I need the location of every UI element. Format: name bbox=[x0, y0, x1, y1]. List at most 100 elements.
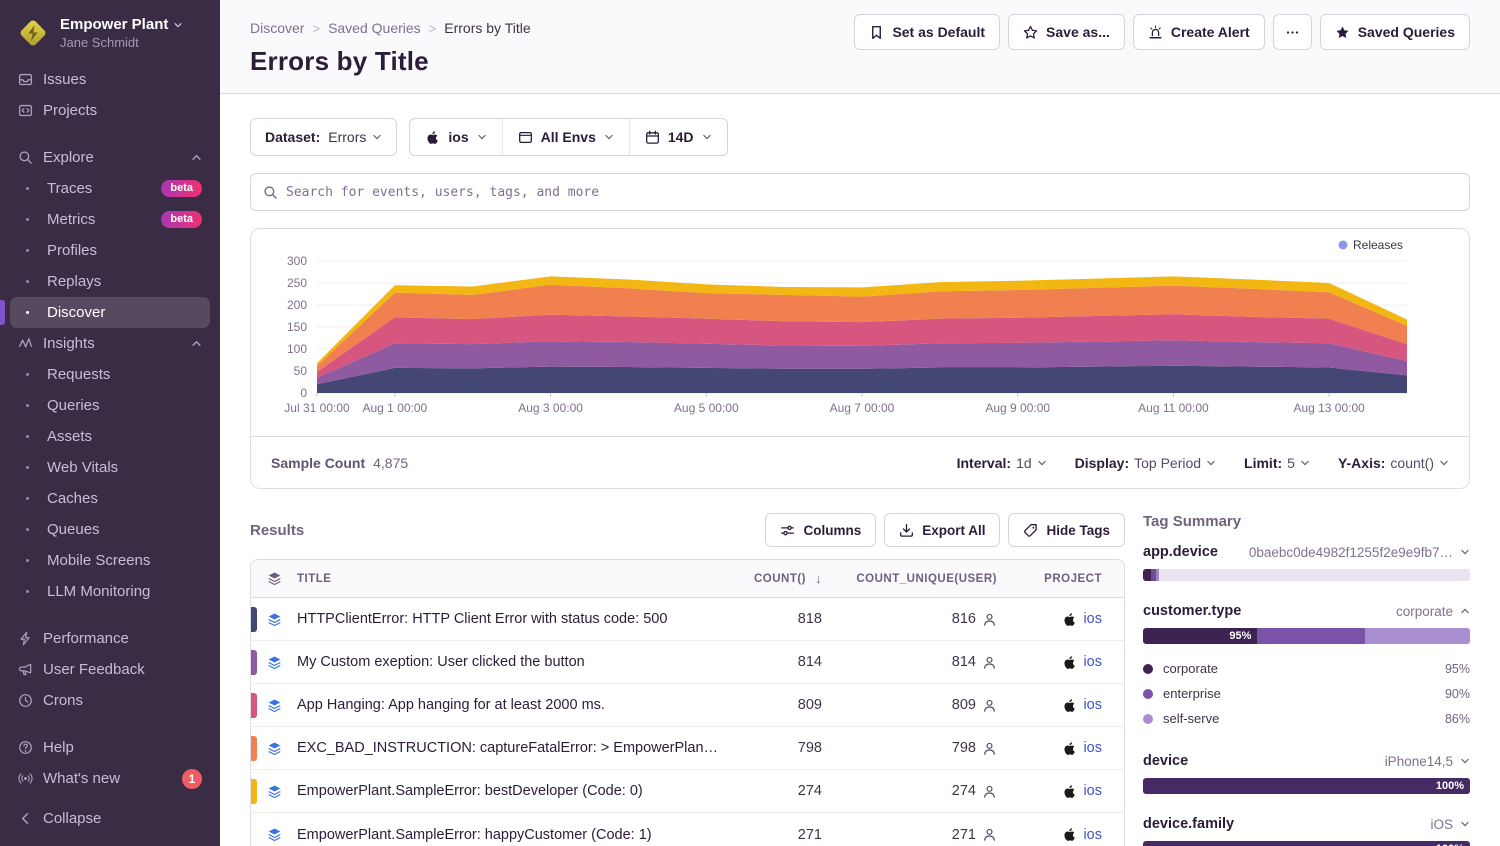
ellipsis-icon bbox=[1285, 25, 1300, 40]
col-count[interactable]: COUNT() ↓ bbox=[753, 571, 822, 586]
svg-text:100: 100 bbox=[287, 342, 307, 356]
sidebar-item-mobile-screens[interactable]: Mobile Screens bbox=[10, 545, 210, 576]
sidebar-item-traces[interactable]: Traces beta bbox=[10, 173, 210, 204]
project-name: ios bbox=[1083, 697, 1102, 713]
project-link[interactable]: ios bbox=[1062, 740, 1102, 756]
project-link[interactable]: ios bbox=[1062, 654, 1102, 670]
hide-tags-button[interactable]: Hide Tags bbox=[1008, 513, 1125, 547]
tag-legend-row[interactable]: enterprise 90% bbox=[1143, 681, 1470, 706]
tag-legend-row[interactable]: corporate 95% bbox=[1143, 656, 1470, 681]
chevron-down-icon bbox=[173, 20, 183, 30]
tag-key: app.device bbox=[1143, 544, 1218, 560]
sidebar-item-profiles[interactable]: Profiles bbox=[10, 235, 210, 266]
ellipsis-button[interactable] bbox=[1272, 14, 1312, 50]
projects-icon bbox=[18, 103, 33, 118]
tag-legend-row[interactable]: self-serve 86% bbox=[1143, 706, 1470, 731]
bullet-icon bbox=[26, 280, 29, 283]
sidebar-item-projects[interactable]: Projects bbox=[10, 95, 210, 126]
sidebar-item-help[interactable]: Help bbox=[10, 732, 210, 763]
tag-top-value: iOS bbox=[1430, 816, 1453, 832]
create-alert-button[interactable]: Create Alert bbox=[1132, 14, 1265, 50]
count-unique-value: 798 bbox=[951, 740, 976, 756]
dataset-filter[interactable]: Dataset: Errors bbox=[250, 118, 398, 156]
columns-button[interactable]: Columns bbox=[765, 513, 877, 547]
project-link[interactable]: ios bbox=[1062, 697, 1102, 713]
button-label: Create Alert bbox=[1170, 24, 1250, 40]
sidebar-item-caches[interactable]: Caches bbox=[10, 483, 210, 514]
sidebar-item-what-s-new[interactable]: What's new 1 bbox=[10, 763, 210, 794]
sidebar-item-assets[interactable]: Assets bbox=[10, 421, 210, 452]
project-name: ios bbox=[1083, 611, 1102, 627]
sidebar-item-performance[interactable]: Performance bbox=[10, 623, 210, 654]
bullet-icon bbox=[26, 590, 29, 593]
event-title-link[interactable]: App Hanging: App hanging for at least 20… bbox=[297, 697, 605, 713]
count-unique-value: 816 bbox=[951, 611, 976, 627]
col-project[interactable]: PROJECT bbox=[1044, 572, 1102, 585]
display-control[interactable]: Display: Top Period bbox=[1075, 455, 1216, 471]
tag-header-customer-type[interactable]: customer.type corporate bbox=[1143, 603, 1470, 619]
export-all-button[interactable]: Export All bbox=[884, 513, 1001, 547]
y-axis-control[interactable]: Y-Axis: count() bbox=[1338, 455, 1449, 471]
bullet-icon bbox=[26, 311, 29, 314]
project-cell: ios bbox=[1019, 740, 1124, 756]
col-title[interactable]: TITLE bbox=[297, 572, 332, 585]
user-icon bbox=[982, 827, 997, 842]
org-switcher[interactable]: Empower Plant Jane Schmidt bbox=[10, 12, 210, 64]
event-title-link[interactable]: My Custom exeption: User clicked the but… bbox=[297, 654, 585, 670]
tag-distribution-bar[interactable] bbox=[1143, 569, 1470, 581]
sidebar-item-requests[interactable]: Requests bbox=[10, 359, 210, 390]
search-input[interactable] bbox=[286, 184, 1457, 200]
breadcrumb-item-saved-queries[interactable]: Saved Queries bbox=[328, 20, 421, 36]
sidebar-item-llm-monitoring[interactable]: LLM Monitoring bbox=[10, 576, 210, 607]
sidebar-item-crons[interactable]: Crons bbox=[10, 685, 210, 716]
tag-distribution-bar[interactable]: 100% bbox=[1143, 778, 1470, 794]
sidebar-item-label: Insights bbox=[43, 335, 95, 352]
event-title-link[interactable]: EXC_BAD_INSTRUCTION: captureFatalError: … bbox=[297, 740, 734, 756]
apple-icon bbox=[1062, 827, 1077, 842]
bullet-icon bbox=[26, 187, 29, 190]
tag-header-device-family[interactable]: device.family iOS bbox=[1143, 816, 1470, 832]
project-link[interactable]: ios bbox=[1062, 611, 1102, 627]
col-count-unique[interactable]: COUNT_UNIQUE(USER) bbox=[856, 572, 997, 585]
tag-distribution-bar[interactable]: 100% bbox=[1143, 841, 1470, 846]
results-table: TITLE COUNT() ↓ COUNT_UNIQUE(USER) PROJEC… bbox=[250, 559, 1125, 846]
project-cell: ios bbox=[1019, 697, 1124, 713]
date-range-filter[interactable]: 14D bbox=[628, 119, 727, 155]
tag-header-device[interactable]: device iPhone14,5 bbox=[1143, 753, 1470, 769]
event-title-link[interactable]: HTTPClientError: HTTP Client Error with … bbox=[297, 611, 668, 627]
sidebar-item-user-feedback[interactable]: User Feedback bbox=[10, 654, 210, 685]
sidebar-item-queues[interactable]: Queues bbox=[10, 514, 210, 545]
tag-header-app-device[interactable]: app.device 0baebc0de4982f1255f2e9e9fb7… bbox=[1143, 544, 1470, 560]
limit-control[interactable]: Limit: 5 bbox=[1244, 455, 1310, 471]
save-as-button[interactable]: Save as... bbox=[1008, 14, 1125, 50]
sidebar-item-insights[interactable]: Insights bbox=[10, 328, 210, 359]
set-as-default-button[interactable]: Set as Default bbox=[854, 14, 1001, 50]
sidebar-item-web-vitals[interactable]: Web Vitals bbox=[10, 452, 210, 483]
sidebar-item-label: Requests bbox=[47, 366, 111, 383]
breadcrumb-item-discover[interactable]: Discover bbox=[250, 20, 305, 36]
interval-control[interactable]: Interval: 1d bbox=[957, 455, 1047, 471]
apple-icon bbox=[1062, 698, 1077, 713]
tag-value: iOS bbox=[1430, 817, 1470, 832]
event-title-link[interactable]: EmpowerPlant.SampleError: happyCustomer … bbox=[297, 826, 652, 843]
project-filter[interactable]: ios bbox=[410, 119, 501, 155]
stacked-area-chart[interactable]: 0 50 100 150 200 250 300 Jul 31 00:00 Aug 1 00:0… bbox=[251, 229, 1469, 436]
chevron-down-icon bbox=[1460, 547, 1470, 557]
sidebar-item-queries[interactable]: Queries bbox=[10, 390, 210, 421]
tag-value: iPhone14,5 bbox=[1385, 754, 1470, 769]
legend-percent: 95% bbox=[1444, 661, 1470, 676]
tag-bar-segment: 100% bbox=[1143, 778, 1470, 794]
project-link[interactable]: ios bbox=[1062, 783, 1102, 799]
saved-queries-button[interactable]: Saved Queries bbox=[1319, 14, 1470, 50]
stack-icon bbox=[251, 571, 297, 586]
sidebar-collapse-button[interactable]: Collapse bbox=[10, 803, 210, 834]
project-link[interactable]: ios bbox=[1062, 827, 1102, 843]
tag-distribution-bar[interactable]: 95% bbox=[1143, 628, 1470, 644]
sidebar-item-discover[interactable]: Discover bbox=[0, 297, 210, 328]
sidebar-item-explore[interactable]: Explore bbox=[10, 142, 210, 173]
sidebar-item-metrics[interactable]: Metrics beta bbox=[10, 204, 210, 235]
sidebar-item-replays[interactable]: Replays bbox=[10, 266, 210, 297]
event-title-link[interactable]: EmpowerPlant.SampleError: bestDeveloper … bbox=[297, 783, 643, 799]
sidebar-item-issues[interactable]: Issues bbox=[10, 64, 210, 95]
environment-filter[interactable]: All Envs bbox=[501, 119, 629, 155]
